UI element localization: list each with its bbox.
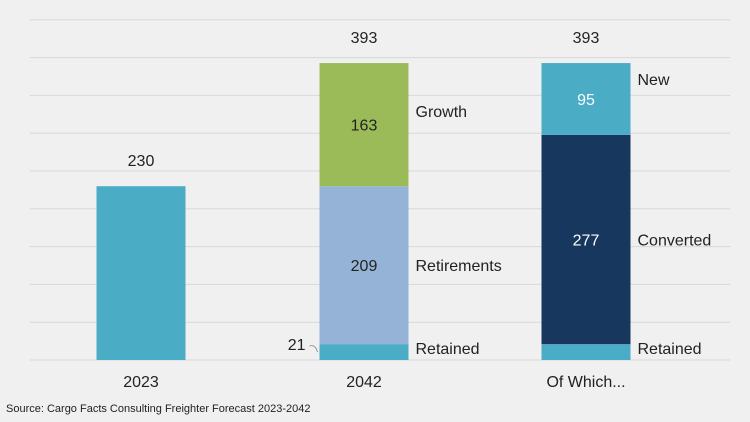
segment-series-label: Converted [638, 232, 712, 249]
bar-segment [319, 63, 409, 187]
x-axis-tick-label: 2023 [123, 374, 159, 391]
x-axis-tick-label: Of Which... [546, 374, 625, 391]
bar-total-label: 393 [573, 30, 600, 47]
source-note: Source: Cargo Facts Consulting Freighter… [6, 403, 311, 415]
x-axis-tick-label: 2042 [346, 374, 382, 391]
segment-value-label: 21 [288, 337, 306, 354]
bar-segment [319, 186, 409, 345]
bar-segment [96, 186, 186, 360]
bar-segment [541, 134, 631, 345]
bar-segment [319, 344, 409, 360]
segment-value-label: 95 [577, 92, 595, 109]
bar-total-label: 393 [351, 30, 378, 47]
stacked-bar-chart: 230 2023 21 Retained 209 Retirements 163 Growth… [30, 19, 730, 391]
segment-value-label: 209 [351, 258, 378, 275]
segment-series-label: New [638, 72, 670, 89]
bar-segment [541, 344, 631, 360]
segment-series-label: Retained [416, 341, 480, 358]
segment-series-label: Retained [638, 341, 702, 358]
segment-series-label: Growth [416, 104, 468, 121]
segment-value-label: 277 [573, 232, 600, 249]
bar-total-label: 230 [128, 153, 155, 170]
callout-line [309, 345, 318, 353]
segment-value-label: 163 [351, 118, 378, 135]
bar-segment [541, 63, 631, 135]
segment-series-label: Retirements [416, 258, 502, 275]
